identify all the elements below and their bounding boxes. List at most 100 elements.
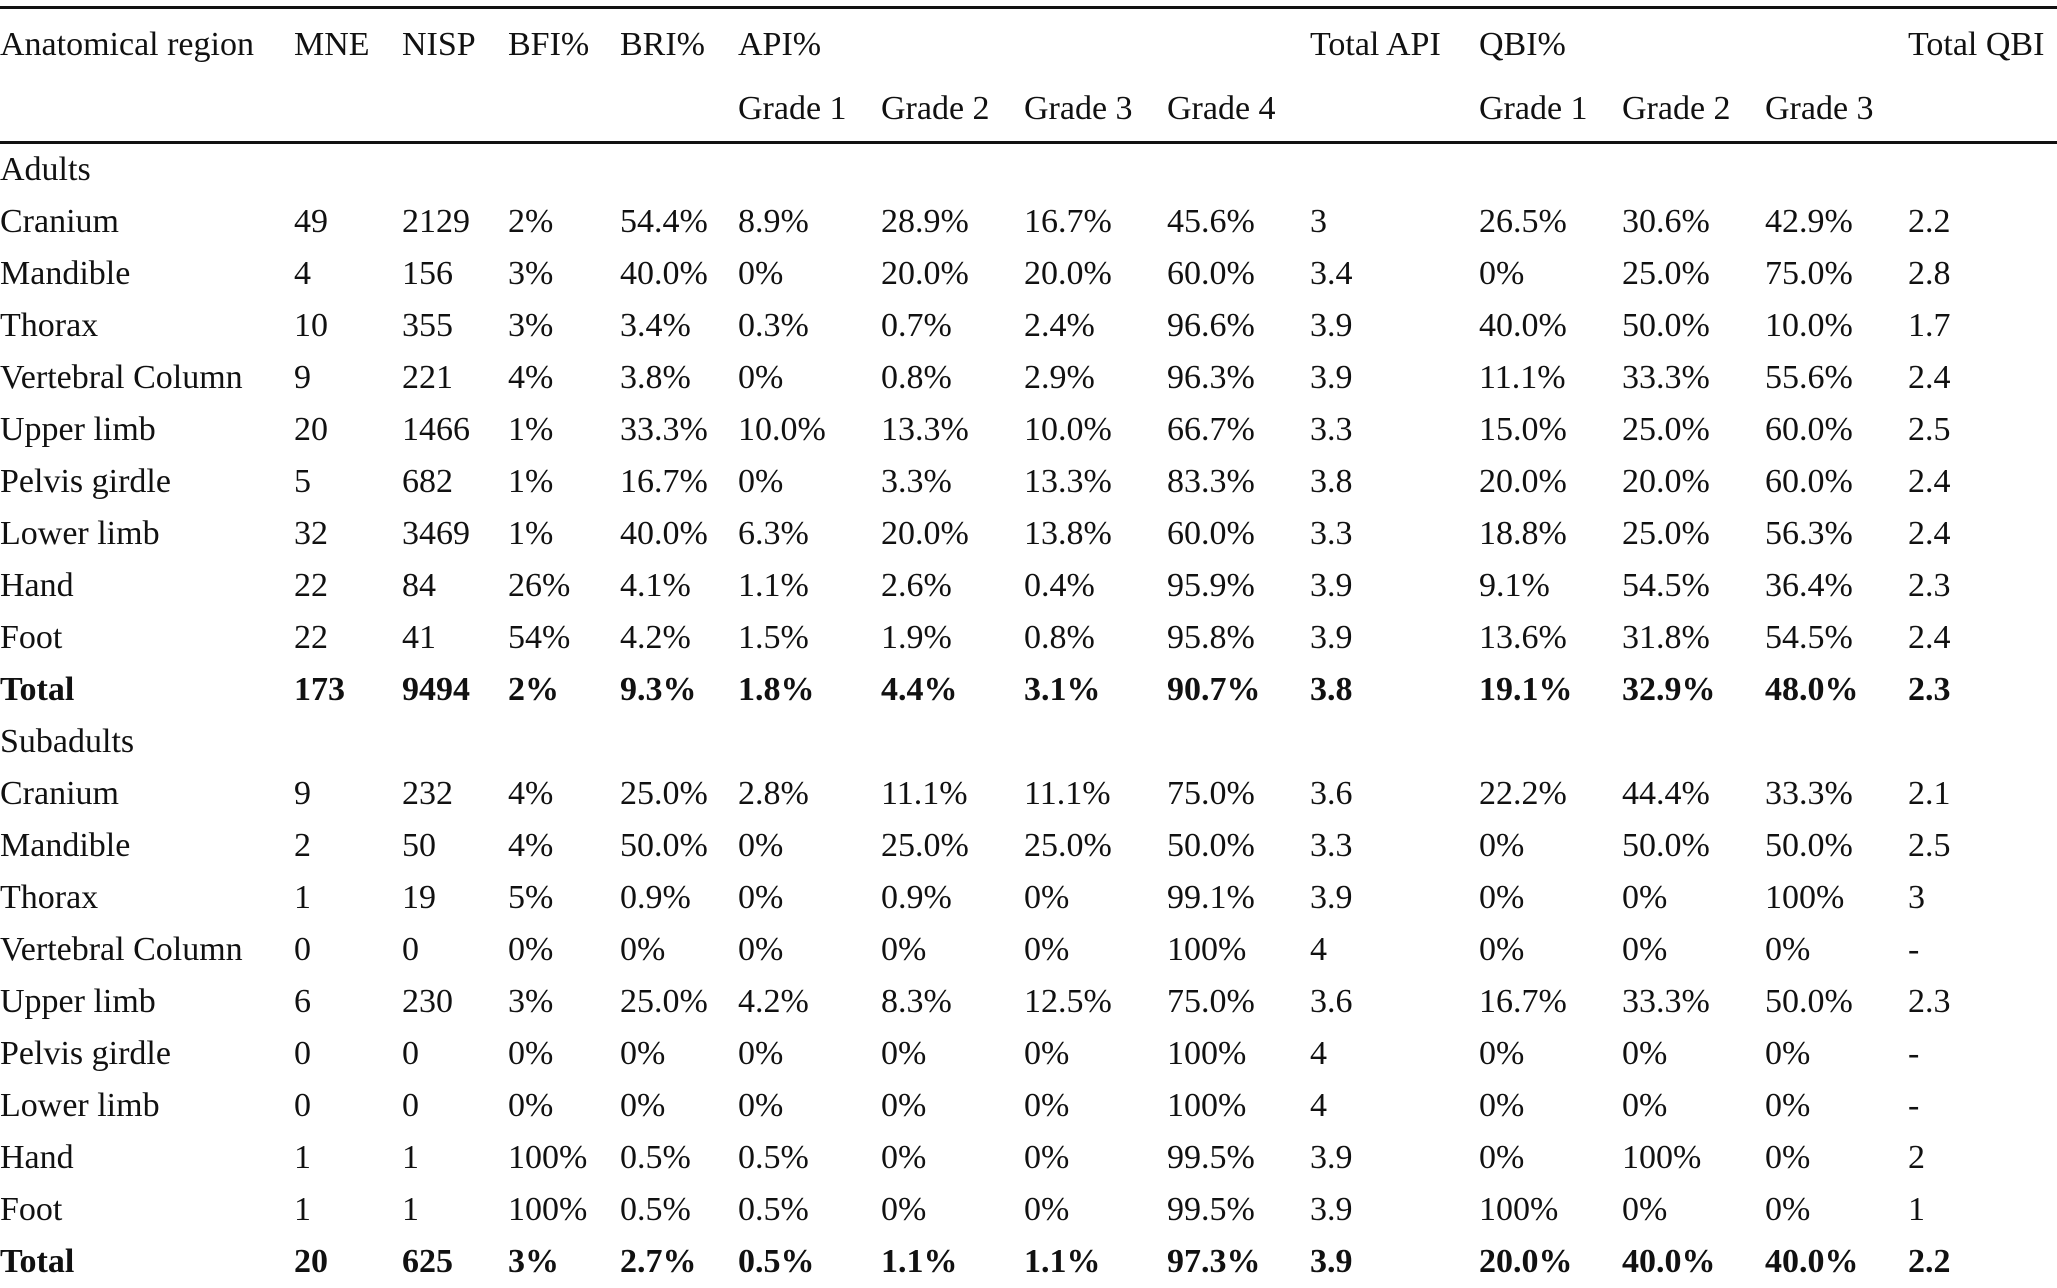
value-cell: 60.0% (1167, 508, 1310, 560)
header-row-1-cell (1765, 8, 1908, 90)
value-cell: 16.7% (620, 456, 738, 508)
total-value-cell: 2.7% (620, 1236, 738, 1288)
value-cell: 20.0% (1622, 456, 1765, 508)
value-cell: 3.9 (1310, 300, 1479, 352)
value-cell: 0% (738, 248, 881, 300)
value-cell: 40.0% (620, 508, 738, 560)
header-row-1-cell: BRI% (620, 8, 738, 90)
total-value-cell: 2.2 (1908, 1236, 2057, 1288)
value-cell: 40.0% (1479, 300, 1622, 352)
header-row-2-cell (620, 89, 738, 143)
value-cell: 10 (294, 300, 402, 352)
total-value-cell: 20.0% (1479, 1236, 1622, 1288)
header-row-1-cell: Total QBI (1908, 8, 2057, 90)
total-value-cell: 3% (508, 1236, 620, 1288)
value-cell: 1.7 (1908, 300, 2057, 352)
value-cell: 100% (508, 1184, 620, 1236)
header-row-1-cell: API% (738, 8, 881, 90)
total-value-cell: 32.9% (1622, 664, 1765, 716)
header-row-2-cell: Grade 2 (1622, 89, 1765, 143)
value-cell: 4 (1310, 924, 1479, 976)
value-cell: 5% (508, 872, 620, 924)
value-cell: 0% (1479, 248, 1622, 300)
value-cell: 8.9% (738, 196, 881, 248)
value-cell: 0% (620, 1028, 738, 1080)
value-cell: 13.6% (1479, 612, 1622, 664)
header-row-2-cell (508, 89, 620, 143)
value-cell: 0% (1622, 1028, 1765, 1080)
value-cell: 1% (508, 508, 620, 560)
value-cell: 25.0% (1622, 248, 1765, 300)
total-value-cell: 3.9 (1310, 1236, 1479, 1288)
total-value-cell: 48.0% (1765, 664, 1908, 716)
total-value-cell: 9494 (402, 664, 508, 716)
value-cell: 56.3% (1765, 508, 1908, 560)
value-cell: 232 (402, 768, 508, 820)
value-cell: 221 (402, 352, 508, 404)
value-cell: 0% (881, 924, 1024, 976)
value-cell: 26.5% (1479, 196, 1622, 248)
total-value-cell: 0.5% (738, 1236, 881, 1288)
value-cell: 50.0% (1622, 820, 1765, 872)
value-cell: 3.3 (1310, 508, 1479, 560)
value-cell: 3.6 (1310, 768, 1479, 820)
value-cell: 3.8 (1310, 456, 1479, 508)
value-cell: 2.6% (881, 560, 1024, 612)
value-cell: 22.2% (1479, 768, 1622, 820)
value-cell: 0.5% (738, 1132, 881, 1184)
total-value-cell: 1.1% (881, 1236, 1024, 1288)
value-cell: 20.0% (1479, 456, 1622, 508)
value-cell: 0% (738, 820, 881, 872)
value-cell: 9 (294, 352, 402, 404)
value-cell: 4% (508, 352, 620, 404)
value-cell: 1 (1908, 1184, 2057, 1236)
value-cell: 0% (1024, 1028, 1167, 1080)
value-cell: 2.8 (1908, 248, 2057, 300)
value-cell: 36.4% (1765, 560, 1908, 612)
value-cell: 355 (402, 300, 508, 352)
value-cell: 0.5% (620, 1132, 738, 1184)
value-cell: - (1908, 1080, 2057, 1132)
value-cell: 1 (294, 1132, 402, 1184)
value-cell: 99.1% (1167, 872, 1310, 924)
value-cell: 1.5% (738, 612, 881, 664)
value-cell: 3.9 (1310, 872, 1479, 924)
value-cell: 33.3% (620, 404, 738, 456)
value-cell: 2.2 (1908, 196, 2057, 248)
region-cell: Lower limb (0, 1080, 294, 1132)
value-cell: 2.9% (1024, 352, 1167, 404)
value-cell: 18.8% (1479, 508, 1622, 560)
value-cell: 25.0% (1622, 508, 1765, 560)
value-cell: 15.0% (1479, 404, 1622, 456)
value-cell: 54.4% (620, 196, 738, 248)
value-cell: 0% (1765, 1080, 1908, 1132)
region-cell: Vertebral Column (0, 924, 294, 976)
value-cell: 0% (1479, 820, 1622, 872)
value-cell: 2.4 (1908, 612, 2057, 664)
value-cell: 0% (620, 1080, 738, 1132)
value-cell: 0% (1622, 872, 1765, 924)
value-cell: 12.5% (1024, 976, 1167, 1028)
total-value-cell: 40.0% (1765, 1236, 1908, 1288)
value-cell: 2 (1908, 1132, 2057, 1184)
value-cell: 8.3% (881, 976, 1024, 1028)
header-row-2-cell: Grade 1 (1479, 89, 1622, 143)
value-cell: 4.1% (620, 560, 738, 612)
value-cell: 4% (508, 820, 620, 872)
value-cell: 0% (508, 1028, 620, 1080)
value-cell: 0% (1622, 1080, 1765, 1132)
header-row-2-cell (294, 89, 402, 143)
header-row-1-cell: Total API (1310, 8, 1479, 90)
value-cell: 4.2% (738, 976, 881, 1028)
value-cell: 99.5% (1167, 1132, 1310, 1184)
value-cell: 50.0% (1765, 976, 1908, 1028)
total-value-cell: 625 (402, 1236, 508, 1288)
value-cell: 10.0% (738, 404, 881, 456)
